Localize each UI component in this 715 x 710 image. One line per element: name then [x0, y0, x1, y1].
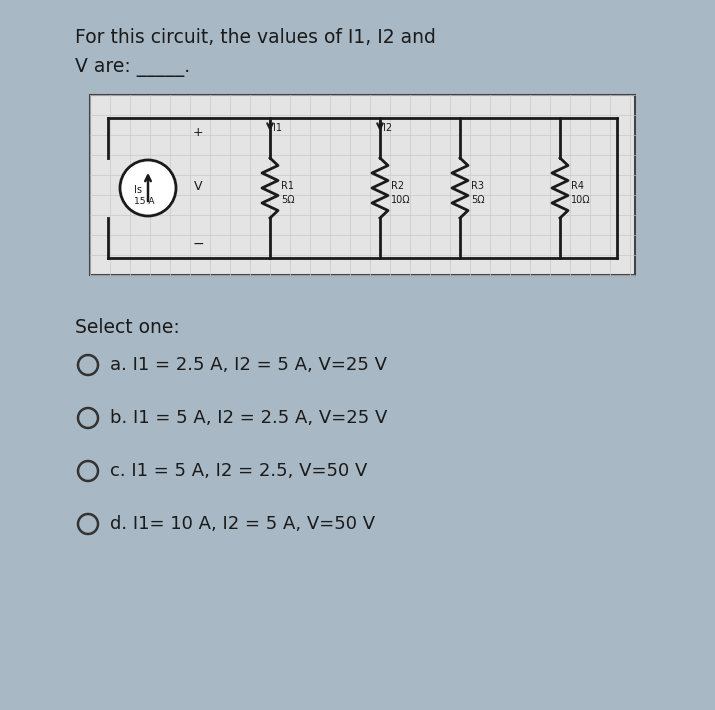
Text: Is: Is — [134, 185, 142, 195]
Text: R4: R4 — [571, 181, 584, 191]
Text: 15 A: 15 A — [134, 197, 154, 205]
Text: R1: R1 — [281, 181, 294, 191]
Text: Select one:: Select one: — [75, 318, 179, 337]
Text: V: V — [194, 180, 202, 192]
Text: 5Ω: 5Ω — [281, 195, 295, 205]
Text: 10Ω: 10Ω — [571, 195, 591, 205]
Text: a. I1 = 2.5 A, I2 = 5 A, V=25 V: a. I1 = 2.5 A, I2 = 5 A, V=25 V — [110, 356, 387, 374]
Text: b. I1 = 5 A, I2 = 2.5 A, V=25 V: b. I1 = 5 A, I2 = 2.5 A, V=25 V — [110, 409, 388, 427]
Circle shape — [120, 160, 176, 216]
Text: R2: R2 — [391, 181, 404, 191]
Text: c. I1 = 5 A, I2 = 2.5, V=50 V: c. I1 = 5 A, I2 = 2.5, V=50 V — [110, 462, 368, 480]
Text: −: − — [192, 237, 204, 251]
Text: d. I1= 10 A, I2 = 5 A, V=50 V: d. I1= 10 A, I2 = 5 A, V=50 V — [110, 515, 375, 533]
Text: For this circuit, the values of I1, I2 and: For this circuit, the values of I1, I2 a… — [75, 28, 436, 47]
Text: +: + — [192, 126, 203, 138]
Text: R3: R3 — [471, 181, 484, 191]
Text: V are: _____.: V are: _____. — [75, 58, 190, 77]
Text: I2: I2 — [383, 123, 392, 133]
Text: 10Ω: 10Ω — [391, 195, 410, 205]
Bar — [90, 95, 635, 275]
Text: 5Ω: 5Ω — [471, 195, 485, 205]
Text: I1: I1 — [273, 123, 282, 133]
